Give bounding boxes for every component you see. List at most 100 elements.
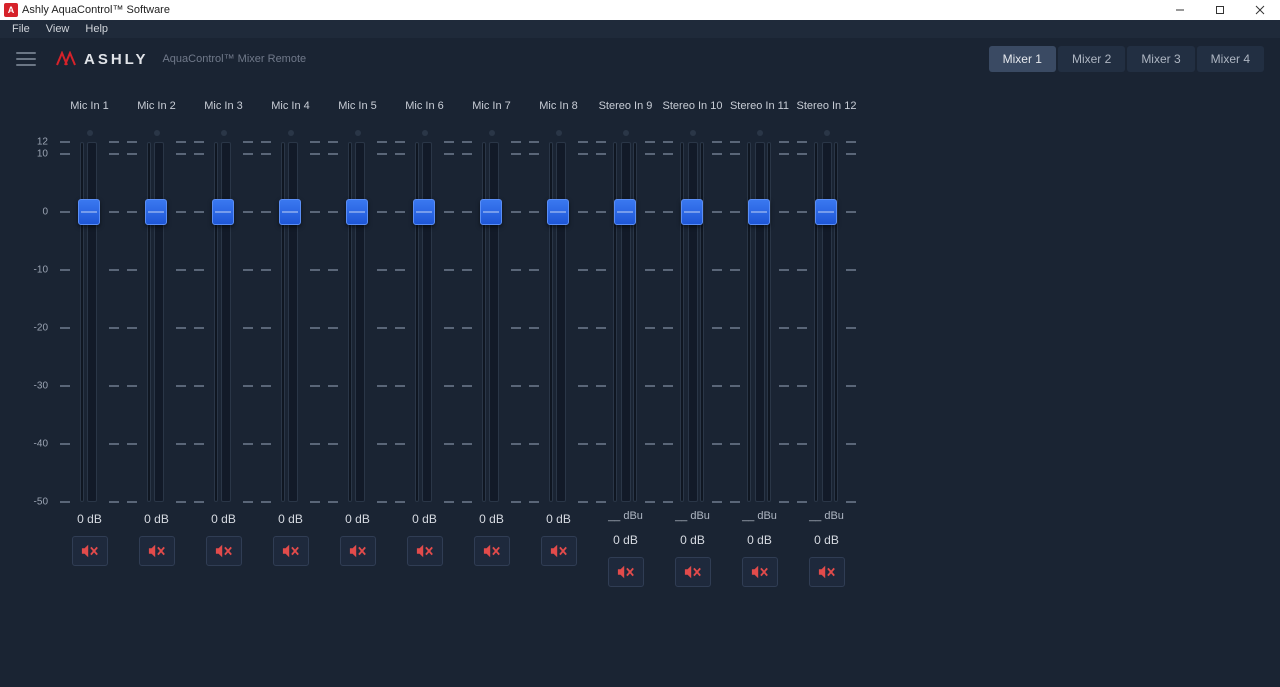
tick [444,211,454,213]
channel-strip: Mic In 60 dB [391,100,458,587]
axis-label: -50 [34,497,48,508]
maximize-button[interactable] [1200,0,1240,20]
tick [194,327,204,329]
mute-button[interactable] [340,536,376,566]
dbu-readout: __ dBu [608,510,643,523]
tick [645,327,655,329]
tick [578,269,588,271]
signal-indicator-icon [422,130,428,136]
signal-indicator-icon [355,130,361,136]
tick [109,153,119,155]
channel-label: Mic In 6 [405,100,444,116]
mute-button[interactable] [742,557,778,587]
fader-zone [726,142,793,502]
fader-knob[interactable] [748,199,770,225]
fader-knob[interactable] [78,199,100,225]
tick [127,153,137,155]
fader-knob[interactable] [279,199,301,225]
signal-indicator-icon [221,130,227,136]
tick [462,443,472,445]
mute-button[interactable] [809,557,845,587]
tick [60,269,70,271]
close-button[interactable] [1240,0,1280,20]
mute-button[interactable] [675,557,711,587]
tick [797,141,807,143]
tick [663,153,673,155]
menu-file[interactable]: File [4,20,38,38]
axis-label: -20 [34,322,48,333]
tick [779,141,789,143]
mixer-tab[interactable]: Mixer 1 [989,46,1056,72]
fader-knob[interactable] [212,199,234,225]
tick [645,443,655,445]
fader-knob[interactable] [346,199,368,225]
minimize-button[interactable] [1160,0,1200,20]
tick [176,153,186,155]
tick [645,153,655,155]
menu-help[interactable]: Help [77,20,116,38]
tick [243,141,253,143]
tick [596,153,606,155]
tick [261,269,271,271]
fader-zone [659,142,726,502]
fader-knob[interactable] [815,199,837,225]
tick [663,327,673,329]
mute-button[interactable] [139,536,175,566]
channel-label: Mic In 3 [204,100,243,116]
channel-label: Mic In 7 [472,100,511,116]
tick [60,327,70,329]
channel-label: Mic In 4 [271,100,310,116]
mute-button[interactable] [72,536,108,566]
channel-strip: Mic In 50 dB [324,100,391,587]
fader-knob[interactable] [681,199,703,225]
mute-button[interactable] [608,557,644,587]
tick [444,443,454,445]
tick [645,211,655,213]
tick [395,501,405,503]
tick [194,385,204,387]
menu-view[interactable]: View [38,20,78,38]
tick [578,327,588,329]
fader-knob[interactable] [413,199,435,225]
tick [578,385,588,387]
tick [194,153,204,155]
tick [712,153,722,155]
mute-button[interactable] [474,536,510,566]
tick [109,501,119,503]
mute-button[interactable] [273,536,309,566]
tick [109,327,119,329]
fader-zone [257,142,324,502]
mute-icon [550,543,568,559]
channel-strip: Mic In 80 dB [525,100,592,587]
tick [779,385,789,387]
mute-icon [148,543,166,559]
tick [377,443,387,445]
fader-knob[interactable] [547,199,569,225]
hamburger-icon[interactable] [16,52,36,66]
tick [176,443,186,445]
fader-knob[interactable] [480,199,502,225]
tick [596,269,606,271]
mute-button[interactable] [206,536,242,566]
fader-knob[interactable] [145,199,167,225]
fader-knob[interactable] [614,199,636,225]
fader-ticks [726,142,793,502]
mute-button[interactable] [541,536,577,566]
tick [60,501,70,503]
tick [261,443,271,445]
mute-icon [751,564,769,580]
tick [596,443,606,445]
tick [846,501,856,503]
db-readout: 0 dB [613,533,638,547]
mixer-tab[interactable]: Mixer 3 [1127,46,1194,72]
mute-button[interactable] [407,536,443,566]
tick [645,269,655,271]
mixer-tab[interactable]: Mixer 4 [1197,46,1264,72]
mixer-tab[interactable]: Mixer 2 [1058,46,1125,72]
mute-icon [81,543,99,559]
tick [529,141,539,143]
tick [310,327,320,329]
tick [797,211,807,213]
fader-zone [391,142,458,502]
fader-zone [56,142,123,502]
